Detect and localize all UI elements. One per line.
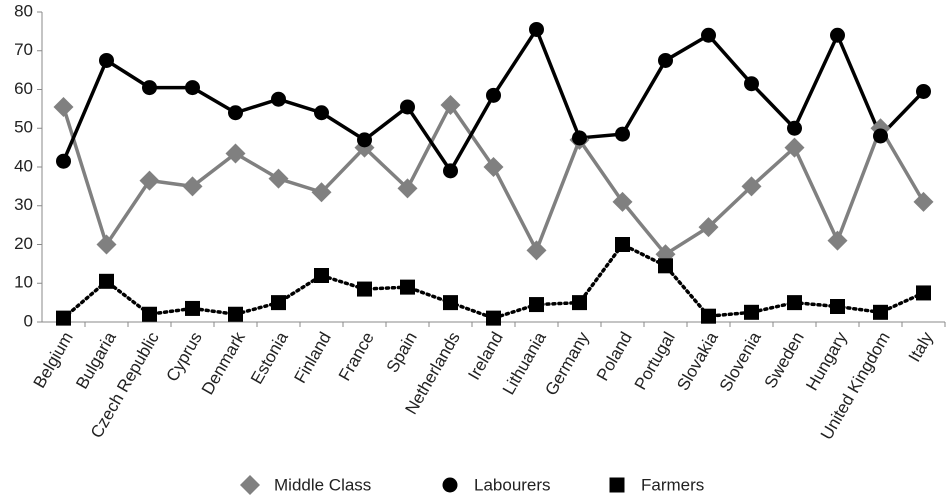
- marker: [787, 295, 802, 311]
- legend-label: Labourers: [474, 475, 551, 494]
- marker: [228, 105, 243, 121]
- marker: [572, 130, 587, 146]
- x-tick-label: Bulgaria: [72, 328, 120, 392]
- x-tick-label: Poland: [593, 329, 636, 384]
- marker: [609, 477, 625, 493]
- x-tick-label: Italy: [905, 328, 937, 365]
- y-tick-label: 80: [14, 1, 33, 20]
- marker: [916, 83, 931, 99]
- marker: [400, 99, 415, 115]
- marker: [916, 285, 931, 301]
- marker: [443, 295, 458, 311]
- marker: [830, 27, 845, 43]
- marker: [185, 80, 200, 96]
- marker: [698, 217, 719, 238]
- marker: [443, 163, 458, 179]
- marker: [142, 80, 157, 96]
- marker: [529, 21, 544, 37]
- marker: [314, 268, 329, 283]
- marker: [830, 299, 845, 314]
- marker: [483, 157, 504, 177]
- marker: [268, 168, 289, 189]
- marker: [486, 310, 501, 326]
- legend-item: Farmers: [609, 475, 704, 494]
- marker: [784, 137, 805, 158]
- y-tick-label: 40: [14, 156, 33, 175]
- x-tick-label: Ireland: [464, 329, 506, 384]
- marker: [529, 297, 544, 313]
- marker: [741, 176, 762, 197]
- x-tick-label: France: [335, 329, 378, 384]
- y-tick-label: 50: [14, 118, 33, 137]
- marker: [526, 240, 547, 261]
- x-tick-label: Finland: [291, 329, 335, 387]
- marker: [440, 95, 461, 115]
- legend-item: Middle Class: [240, 475, 371, 495]
- marker: [615, 126, 630, 142]
- x-tick-label: Belgium: [30, 329, 77, 392]
- marker: [913, 191, 934, 212]
- y-tick-label: 30: [14, 195, 33, 214]
- marker: [873, 304, 888, 320]
- marker: [701, 27, 716, 43]
- marker: [572, 295, 587, 311]
- y-tick-label: 0: [24, 311, 33, 330]
- marker: [99, 273, 114, 289]
- marker: [271, 91, 286, 107]
- x-tick-label: Sweden: [761, 329, 808, 392]
- y-tick-label: 10: [14, 273, 33, 292]
- marker: [271, 295, 286, 311]
- marker: [658, 52, 673, 68]
- marker: [612, 191, 633, 212]
- marker: [486, 87, 501, 103]
- marker: [787, 120, 802, 136]
- marker: [96, 234, 117, 255]
- marker: [701, 308, 716, 324]
- marker: [56, 153, 71, 169]
- x-tick-label: Slovenia: [716, 328, 765, 394]
- x-tick-label: Cyprus: [162, 329, 205, 385]
- x-tick-label: Hungary: [802, 328, 851, 394]
- marker: [228, 306, 243, 322]
- marker: [53, 96, 74, 117]
- marker: [357, 281, 372, 297]
- marker: [225, 143, 246, 164]
- x-tick-label: Denmark: [198, 328, 249, 398]
- marker: [400, 279, 415, 295]
- marker: [744, 304, 759, 320]
- marker: [658, 258, 673, 274]
- marker: [240, 475, 260, 495]
- y-tick-label: 60: [14, 79, 33, 98]
- marker: [873, 128, 888, 144]
- legend-label: Middle Class: [274, 475, 371, 494]
- legend-label: Farmers: [641, 475, 704, 494]
- marker: [744, 76, 759, 92]
- marker: [827, 230, 848, 251]
- y-tick-label: 70: [14, 40, 33, 59]
- marker: [139, 170, 160, 191]
- marker: [99, 52, 114, 68]
- x-tick-label: Estonia: [247, 328, 292, 387]
- marker: [442, 477, 458, 493]
- legend-item: Labourers: [442, 475, 551, 494]
- y-tick-label: 20: [14, 234, 33, 253]
- x-tick-label: Spain: [383, 329, 421, 376]
- x-tick-label: Slovakia: [673, 328, 722, 394]
- marker: [615, 237, 630, 252]
- x-tick-label: Portugal: [631, 329, 679, 393]
- marker: [56, 310, 71, 326]
- marker: [397, 178, 418, 199]
- marker: [311, 182, 332, 203]
- marker: [182, 176, 203, 197]
- marker: [142, 306, 157, 322]
- marker: [357, 132, 372, 148]
- marker: [314, 105, 329, 121]
- marker: [185, 300, 200, 316]
